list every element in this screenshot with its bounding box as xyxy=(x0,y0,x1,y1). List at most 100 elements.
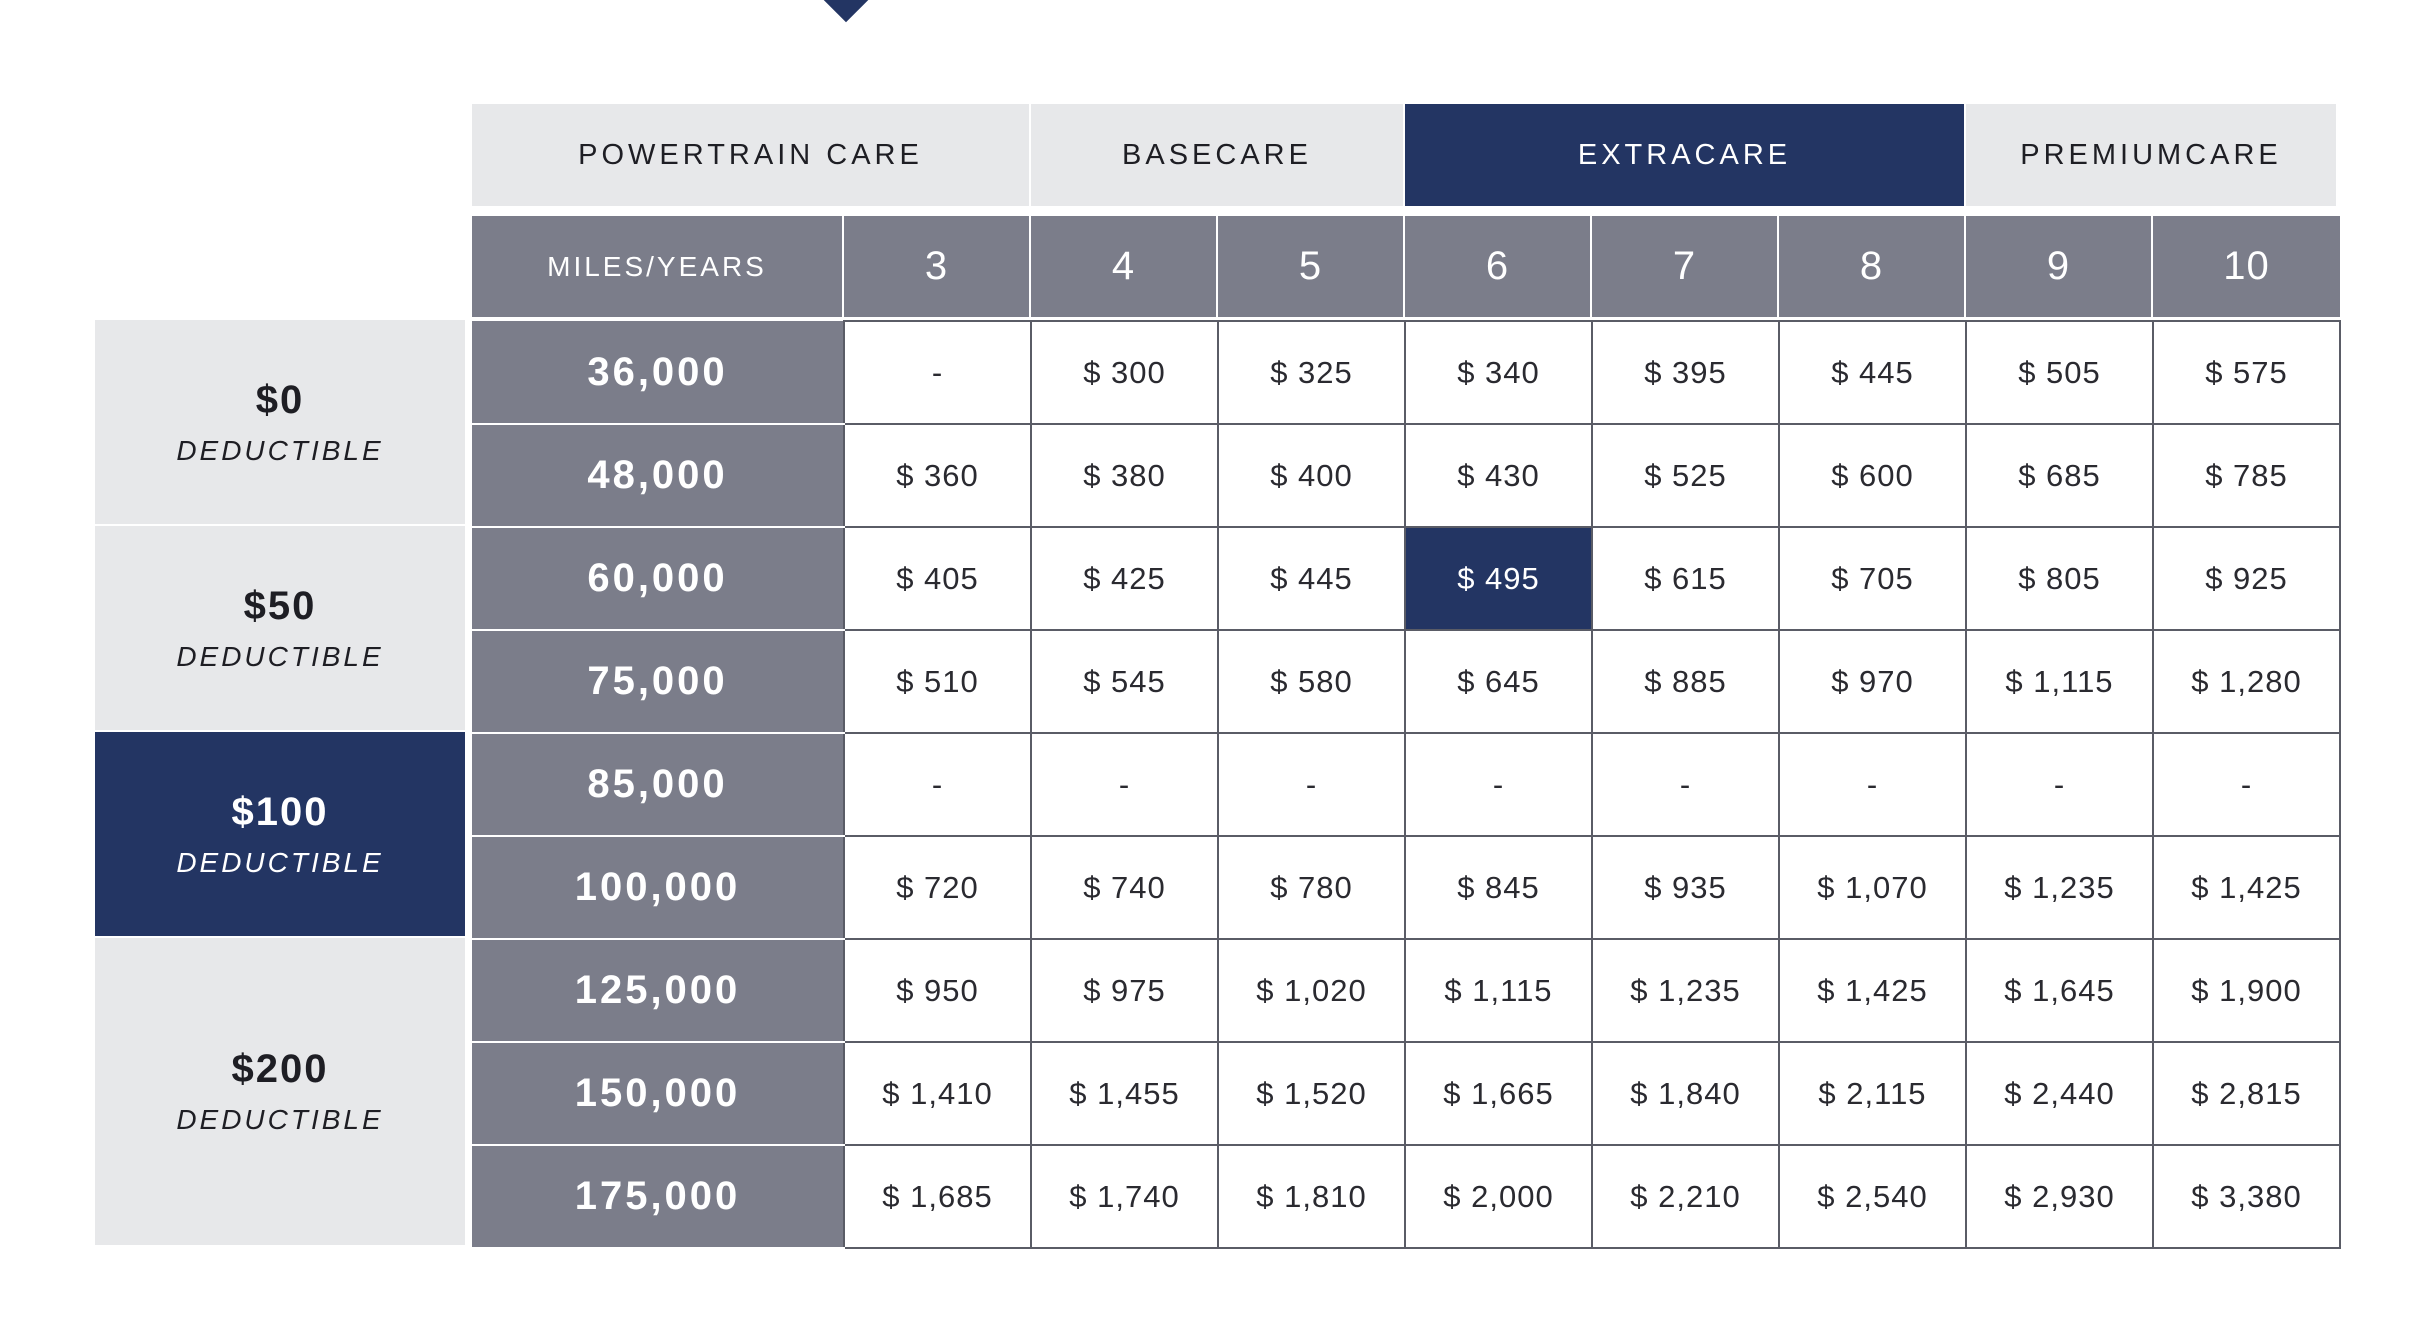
years-header-row: MILES/YEARS 3 4 5 6 7 8 9 10 xyxy=(472,216,2340,317)
price-cell[interactable]: $ 1,115 xyxy=(1965,629,2154,734)
price-cell[interactable]: $ 1,425 xyxy=(1778,938,1967,1043)
price-cell[interactable]: - xyxy=(843,732,1032,837)
price-cell[interactable]: $ 1,665 xyxy=(1404,1041,1593,1146)
miles-cell: 175,000 xyxy=(472,1145,844,1249)
price-cell[interactable]: $ 545 xyxy=(1030,629,1219,734)
price-cell[interactable]: $ 1,235 xyxy=(1591,938,1780,1043)
price-cell[interactable]: $ 395 xyxy=(1591,320,1780,425)
plan-tab-extracare[interactable]: EXTRACARE xyxy=(1403,104,1964,206)
price-cell[interactable]: $ 885 xyxy=(1591,629,1780,734)
miles-cell: 100,000 xyxy=(472,836,844,940)
table-row: 85,000- - - - - - - - xyxy=(472,732,2341,837)
price-cell[interactable]: $ 1,425 xyxy=(2152,835,2341,940)
miles-cell: 36,000 xyxy=(472,321,844,425)
table-row: 75,000 $ 510 $ 545 $ 580 $ 645 $ 885 $ 970 $ 1,… xyxy=(472,629,2341,734)
price-cell[interactable]: $ 445 xyxy=(1778,320,1967,425)
price-cell[interactable]: $ 430 xyxy=(1404,423,1593,528)
miles-years-header: MILES/YEARS xyxy=(472,216,844,317)
price-cell[interactable]: $ 970 xyxy=(1778,629,1967,734)
price-cell[interactable]: $ 3,380 xyxy=(2152,1144,2341,1249)
year-header: 10 xyxy=(2153,216,2340,317)
price-cell[interactable]: $ 1,840 xyxy=(1591,1041,1780,1146)
plan-tab-basecare[interactable]: BASECARE xyxy=(1029,104,1403,206)
price-cell[interactable]: $ 720 xyxy=(843,835,1032,940)
price-cell[interactable]: $ 425 xyxy=(1030,526,1219,631)
price-cell[interactable]: $ 600 xyxy=(1778,423,1967,528)
price-cell[interactable]: $ 705 xyxy=(1778,526,1967,631)
price-cell[interactable]: $ 2,540 xyxy=(1778,1144,1967,1249)
price-cell[interactable]: $ 740 xyxy=(1030,835,1219,940)
price-cell[interactable]: $ 325 xyxy=(1217,320,1406,425)
deductible-block[interactable]: $100 DEDUCTIBLE xyxy=(95,732,465,938)
price-cell[interactable]: $ 340 xyxy=(1404,320,1593,425)
price-cell[interactable]: - xyxy=(1965,732,2154,837)
price-cell[interactable]: $ 1,235 xyxy=(1965,835,2154,940)
price-cell[interactable]: $ 2,440 xyxy=(1965,1041,2154,1146)
deductible-block[interactable]: $50 DEDUCTIBLE xyxy=(95,526,465,732)
year-header: 9 xyxy=(1966,216,2153,317)
deductible-label: DEDUCTIBLE xyxy=(176,1104,384,1135)
price-cell[interactable]: $ 445 xyxy=(1217,526,1406,631)
price-cell[interactable]: - xyxy=(1591,732,1780,837)
price-cell[interactable]: $ 580 xyxy=(1217,629,1406,734)
table-row: 100,000 $ 720 $ 740 $ 780 $ 845 $ 935 $ 1,070 $… xyxy=(472,835,2341,940)
price-cell[interactable]: $ 505 xyxy=(1965,320,2154,425)
price-cell[interactable]: $ 1,410 xyxy=(843,1041,1032,1146)
year-header: 5 xyxy=(1218,216,1405,317)
price-cell[interactable]: $ 1,455 xyxy=(1030,1041,1219,1146)
plan-tabs: POWERTRAIN CARE BASECARE EXTRACARE PREMI… xyxy=(472,104,2336,206)
price-cell[interactable]: $ 1,645 xyxy=(1965,938,2154,1043)
price-cell[interactable]: $ 1,900 xyxy=(2152,938,2341,1043)
price-cell[interactable]: - xyxy=(1404,732,1593,837)
price-cell[interactable]: $ 925 xyxy=(2152,526,2341,631)
price-cell[interactable]: $ 2,210 xyxy=(1591,1144,1780,1249)
price-cell[interactable]: $ 1,020 xyxy=(1217,938,1406,1043)
price-cell[interactable]: $ 2,930 xyxy=(1965,1144,2154,1249)
price-cell[interactable]: $ 495 xyxy=(1404,526,1593,631)
price-cell[interactable]: - xyxy=(843,320,1032,425)
price-cell[interactable]: $ 1,810 xyxy=(1217,1144,1406,1249)
price-cell[interactable]: $ 950 xyxy=(843,938,1032,1043)
deductible-label: DEDUCTIBLE xyxy=(176,434,384,466)
price-cell[interactable]: $ 380 xyxy=(1030,423,1219,528)
price-cell[interactable]: $ 805 xyxy=(1965,526,2154,631)
plan-tab-premiumcare[interactable]: PREMIUMCARE xyxy=(1964,104,2336,206)
price-cell[interactable]: $ 575 xyxy=(2152,320,2341,425)
year-header: 3 xyxy=(844,216,1031,317)
price-cell[interactable]: $ 1,115 xyxy=(1404,938,1593,1043)
price-cell[interactable]: $ 845 xyxy=(1404,835,1593,940)
price-cell[interactable]: $ 1,685 xyxy=(843,1144,1032,1249)
price-cell[interactable]: - xyxy=(2152,732,2341,837)
price-cell[interactable]: - xyxy=(1217,732,1406,837)
price-cell[interactable]: $ 510 xyxy=(843,629,1032,734)
price-cell[interactable]: $ 1,070 xyxy=(1778,835,1967,940)
price-cell[interactable]: $ 1,280 xyxy=(2152,629,2341,734)
deductible-block[interactable]: $0 DEDUCTIBLE xyxy=(95,320,465,526)
price-cell[interactable]: $ 975 xyxy=(1030,938,1219,1043)
price-cell[interactable]: $ 1,520 xyxy=(1217,1041,1406,1146)
deductible-column: $0 DEDUCTIBLE $50 DEDUCTIBLE $100 DEDUCTIBLE $… xyxy=(95,320,465,1247)
miles-cell: 125,000 xyxy=(472,939,844,1043)
table-row: 125,000 $ 950 $ 975 $ 1,020 $ 1,115 $ 1,235 $ … xyxy=(472,938,2341,1043)
price-cell[interactable]: $ 400 xyxy=(1217,423,1406,528)
price-cell[interactable]: $ 525 xyxy=(1591,423,1780,528)
year-header: 6 xyxy=(1405,216,1592,317)
price-cell[interactable]: - xyxy=(1030,732,1219,837)
price-cell[interactable]: $ 1,740 xyxy=(1030,1144,1219,1249)
price-cell[interactable]: $ 780 xyxy=(1217,835,1406,940)
price-cell[interactable]: $ 785 xyxy=(2152,423,2341,528)
price-cell[interactable]: $ 645 xyxy=(1404,629,1593,734)
price-cell[interactable]: - xyxy=(1778,732,1967,837)
table-row: 175,000 $ 1,685 $ 1,740 $ 1,810 $ 2,000 $ 2,2… xyxy=(472,1144,2341,1249)
price-cell[interactable]: $ 615 xyxy=(1591,526,1780,631)
price-cell[interactable]: $ 935 xyxy=(1591,835,1780,940)
price-cell[interactable]: $ 2,115 xyxy=(1778,1041,1967,1146)
deductible-block[interactable]: $200 DEDUCTIBLE xyxy=(95,938,465,1247)
price-cell[interactable]: $ 360 xyxy=(843,423,1032,528)
price-cell[interactable]: $ 685 xyxy=(1965,423,2154,528)
price-cell[interactable]: $ 2,000 xyxy=(1404,1144,1593,1249)
price-cell[interactable]: $ 300 xyxy=(1030,320,1219,425)
plan-tab-powertrain-care[interactable]: POWERTRAIN CARE xyxy=(472,104,1029,206)
price-cell[interactable]: $ 405 xyxy=(843,526,1032,631)
price-cell[interactable]: $ 2,815 xyxy=(2152,1041,2341,1146)
